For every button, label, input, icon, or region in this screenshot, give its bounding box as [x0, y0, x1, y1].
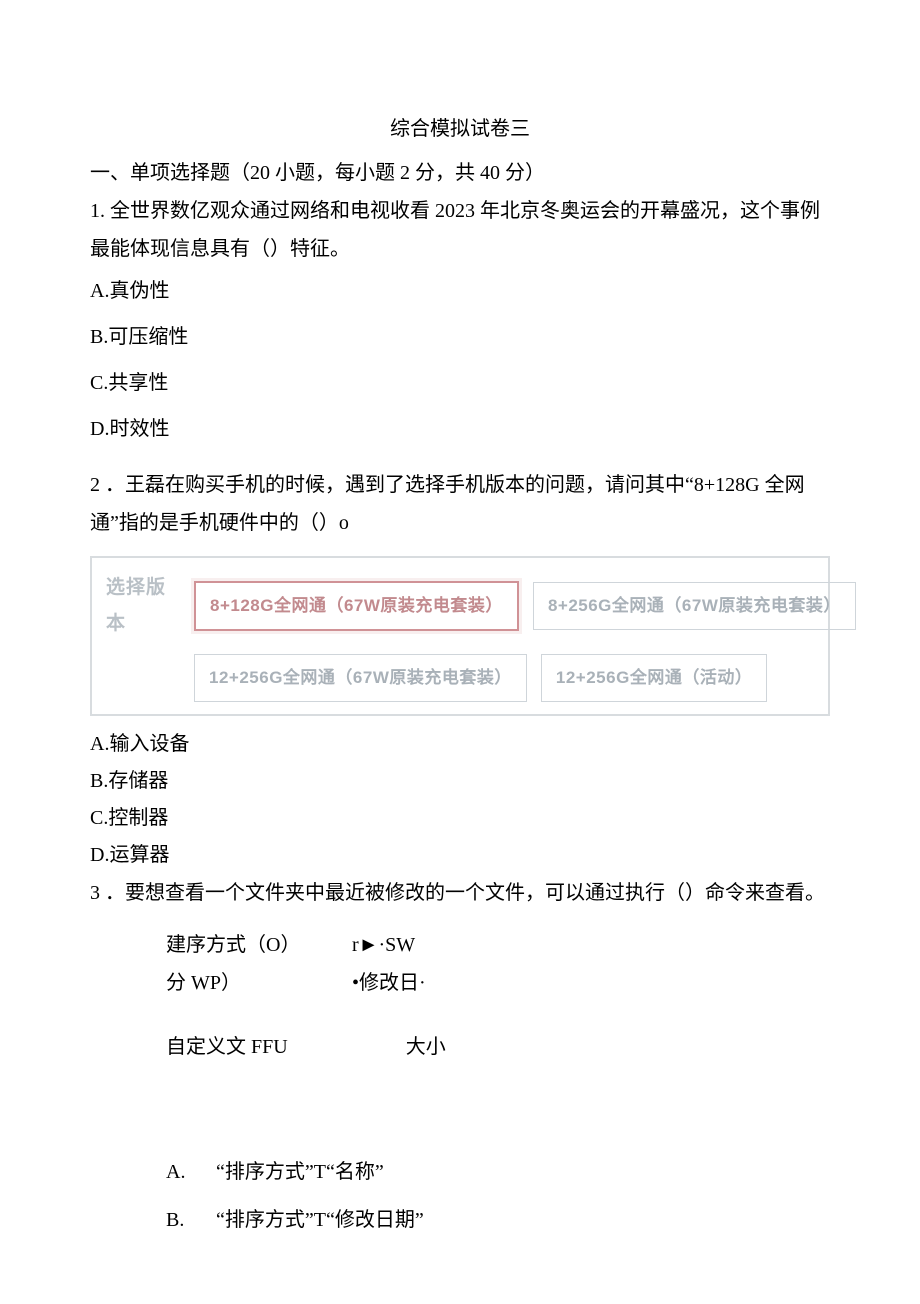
version-row-2: 12+256G全网通（67W原装充电套装） 12+256G全网通（活动） [106, 654, 814, 702]
version-chip-12-256g-activity[interactable]: 12+256G全网通（活动） [541, 654, 767, 702]
version-chip-8-256g[interactable]: 8+256G全网通（67W原装充电套装） [533, 582, 856, 630]
q3-option-b: B. “排序方式”T“修改日期” [166, 1196, 830, 1244]
q1-option-d: D.时效性 [90, 406, 830, 452]
q2-option-c: C.控制器 [90, 800, 830, 837]
q3-option-a: A. “排序方式”T“名称” [166, 1148, 830, 1196]
version-label: 选择版本 [106, 570, 180, 642]
exam-title: 综合模拟试卷三 [90, 110, 830, 148]
version-selector-figure: 选择版本 8+128G全网通（67W原装充电套装） 8+256G全网通（67W原… [90, 556, 830, 716]
q3-option-a-letter: A. [166, 1148, 192, 1196]
q1-option-b: B.可压缩性 [90, 314, 830, 360]
q3-menu-figure: 建序方式（O） r►·SW 分 WP） •修改日· 自定义文 FFU 大小 [90, 912, 830, 1080]
q3-menu-row3: 自定义文 FFU 大小 [166, 1028, 830, 1066]
q3-menu-l1a: 建序方式（O） [166, 926, 326, 964]
exam-page: 综合模拟试卷三 一、单项选择题（20 小题，每小题 2 分，共 40 分） 1.… [0, 0, 920, 1304]
q3-option-b-letter: B. [166, 1196, 192, 1244]
q1-option-c: C.共享性 [90, 360, 830, 406]
q2-option-b: B.存储器 [90, 763, 830, 800]
q2-option-d: D.运算器 [90, 837, 830, 874]
q3-menu-l1b: r►·SW [352, 926, 415, 964]
version-row-1: 选择版本 8+128G全网通（67W原装充电套装） 8+256G全网通（67W原… [106, 570, 814, 642]
q3-option-b-text: “排序方式”T“修改日期” [216, 1196, 424, 1244]
q2-options: A.输入设备 B.存储器 C.控制器 D.运算器 [90, 726, 830, 874]
q1-stem: 1. 全世界数亿观众通过网络和电视收看 2023 年北京冬奥运会的开幕盛况，这个… [90, 192, 830, 268]
version-chip-12-256g[interactable]: 12+256G全网通（67W原装充电套装） [194, 654, 527, 702]
q2-stem-line1: 2 ．王磊在购买手机的时候，遇到了选择手机版本的问题，请问其中“8+128G 全… [90, 466, 830, 504]
q2-stem-line2: 通”指的是手机硬件中的（）o [90, 504, 830, 542]
q3-option-a-text: “排序方式”T“名称” [216, 1148, 384, 1196]
q3-options: A. “排序方式”T“名称” B. “排序方式”T“修改日期” [90, 1080, 830, 1244]
version-chip-8-128g[interactable]: 8+128G全网通（67W原装充电套装） [194, 581, 519, 631]
section-1-header: 一、单项选择题（20 小题，每小题 2 分，共 40 分） [90, 154, 830, 192]
q3-stem: 3 ．要想查看一个文件夹中最近被修改的一个文件，可以通过执行（）命令来查看。 [90, 874, 830, 912]
q3-menu-l3b: 大小 [406, 1028, 446, 1066]
q3-menu-l2b: •修改日· [352, 964, 426, 1002]
q3-menu-row2: 分 WP） •修改日· [166, 964, 830, 1028]
q3-menu-l2a: 分 WP） [166, 964, 326, 1002]
q3-menu-l3a: 自定义文 FFU [166, 1028, 288, 1066]
q2-option-a: A.输入设备 [90, 726, 830, 763]
q3-menu-row1: 建序方式（O） r►·SW [166, 926, 830, 964]
q1-option-a: A.真伪性 [90, 268, 830, 314]
